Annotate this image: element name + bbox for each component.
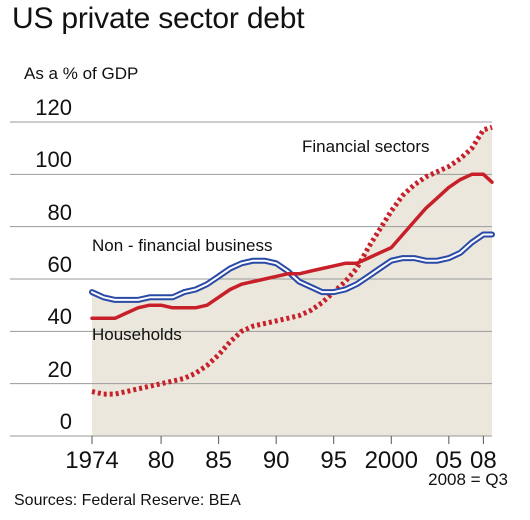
x-tick-label: 90 bbox=[262, 447, 290, 474]
x-tick-label: 85 bbox=[205, 447, 232, 474]
x-tick-label: 80 bbox=[147, 447, 175, 474]
x-tick-label: 08 bbox=[470, 447, 497, 474]
series-label-households: Households bbox=[92, 325, 182, 344]
x-tick-label: 2000 bbox=[364, 447, 418, 474]
series-label-financial-sectors: Financial sectors bbox=[302, 137, 430, 156]
chart-title: US private sector debt bbox=[12, 2, 305, 35]
x-tick-label: 05 bbox=[435, 447, 463, 474]
y-tick-label: 40 bbox=[47, 304, 72, 330]
chart-background-area bbox=[92, 127, 492, 436]
series-line-0 bbox=[91, 124, 493, 397]
series-line-2 bbox=[90, 172, 494, 321]
series-line-1-inner bbox=[91, 233, 493, 301]
chart-note: 2008 = Q3 bbox=[428, 470, 508, 489]
y-tick-label: 120 bbox=[35, 95, 72, 120]
y-tick-label: 60 bbox=[47, 252, 72, 277]
x-tick-label: 1974 bbox=[65, 447, 119, 474]
chart-source: Sources: Federal Reserve: BEA bbox=[14, 492, 241, 509]
y-tick-label: 100 bbox=[35, 147, 72, 173]
y-tick-label: 80 bbox=[47, 199, 72, 225]
x-tick-label: 95 bbox=[320, 447, 348, 474]
y-tick-label: 20 bbox=[47, 356, 72, 382]
y-axis-label: As a % of GDP bbox=[24, 64, 139, 83]
series-label-non-financial-business: Non - financial business bbox=[92, 236, 273, 255]
y-tick-label: 0 bbox=[59, 409, 72, 434]
